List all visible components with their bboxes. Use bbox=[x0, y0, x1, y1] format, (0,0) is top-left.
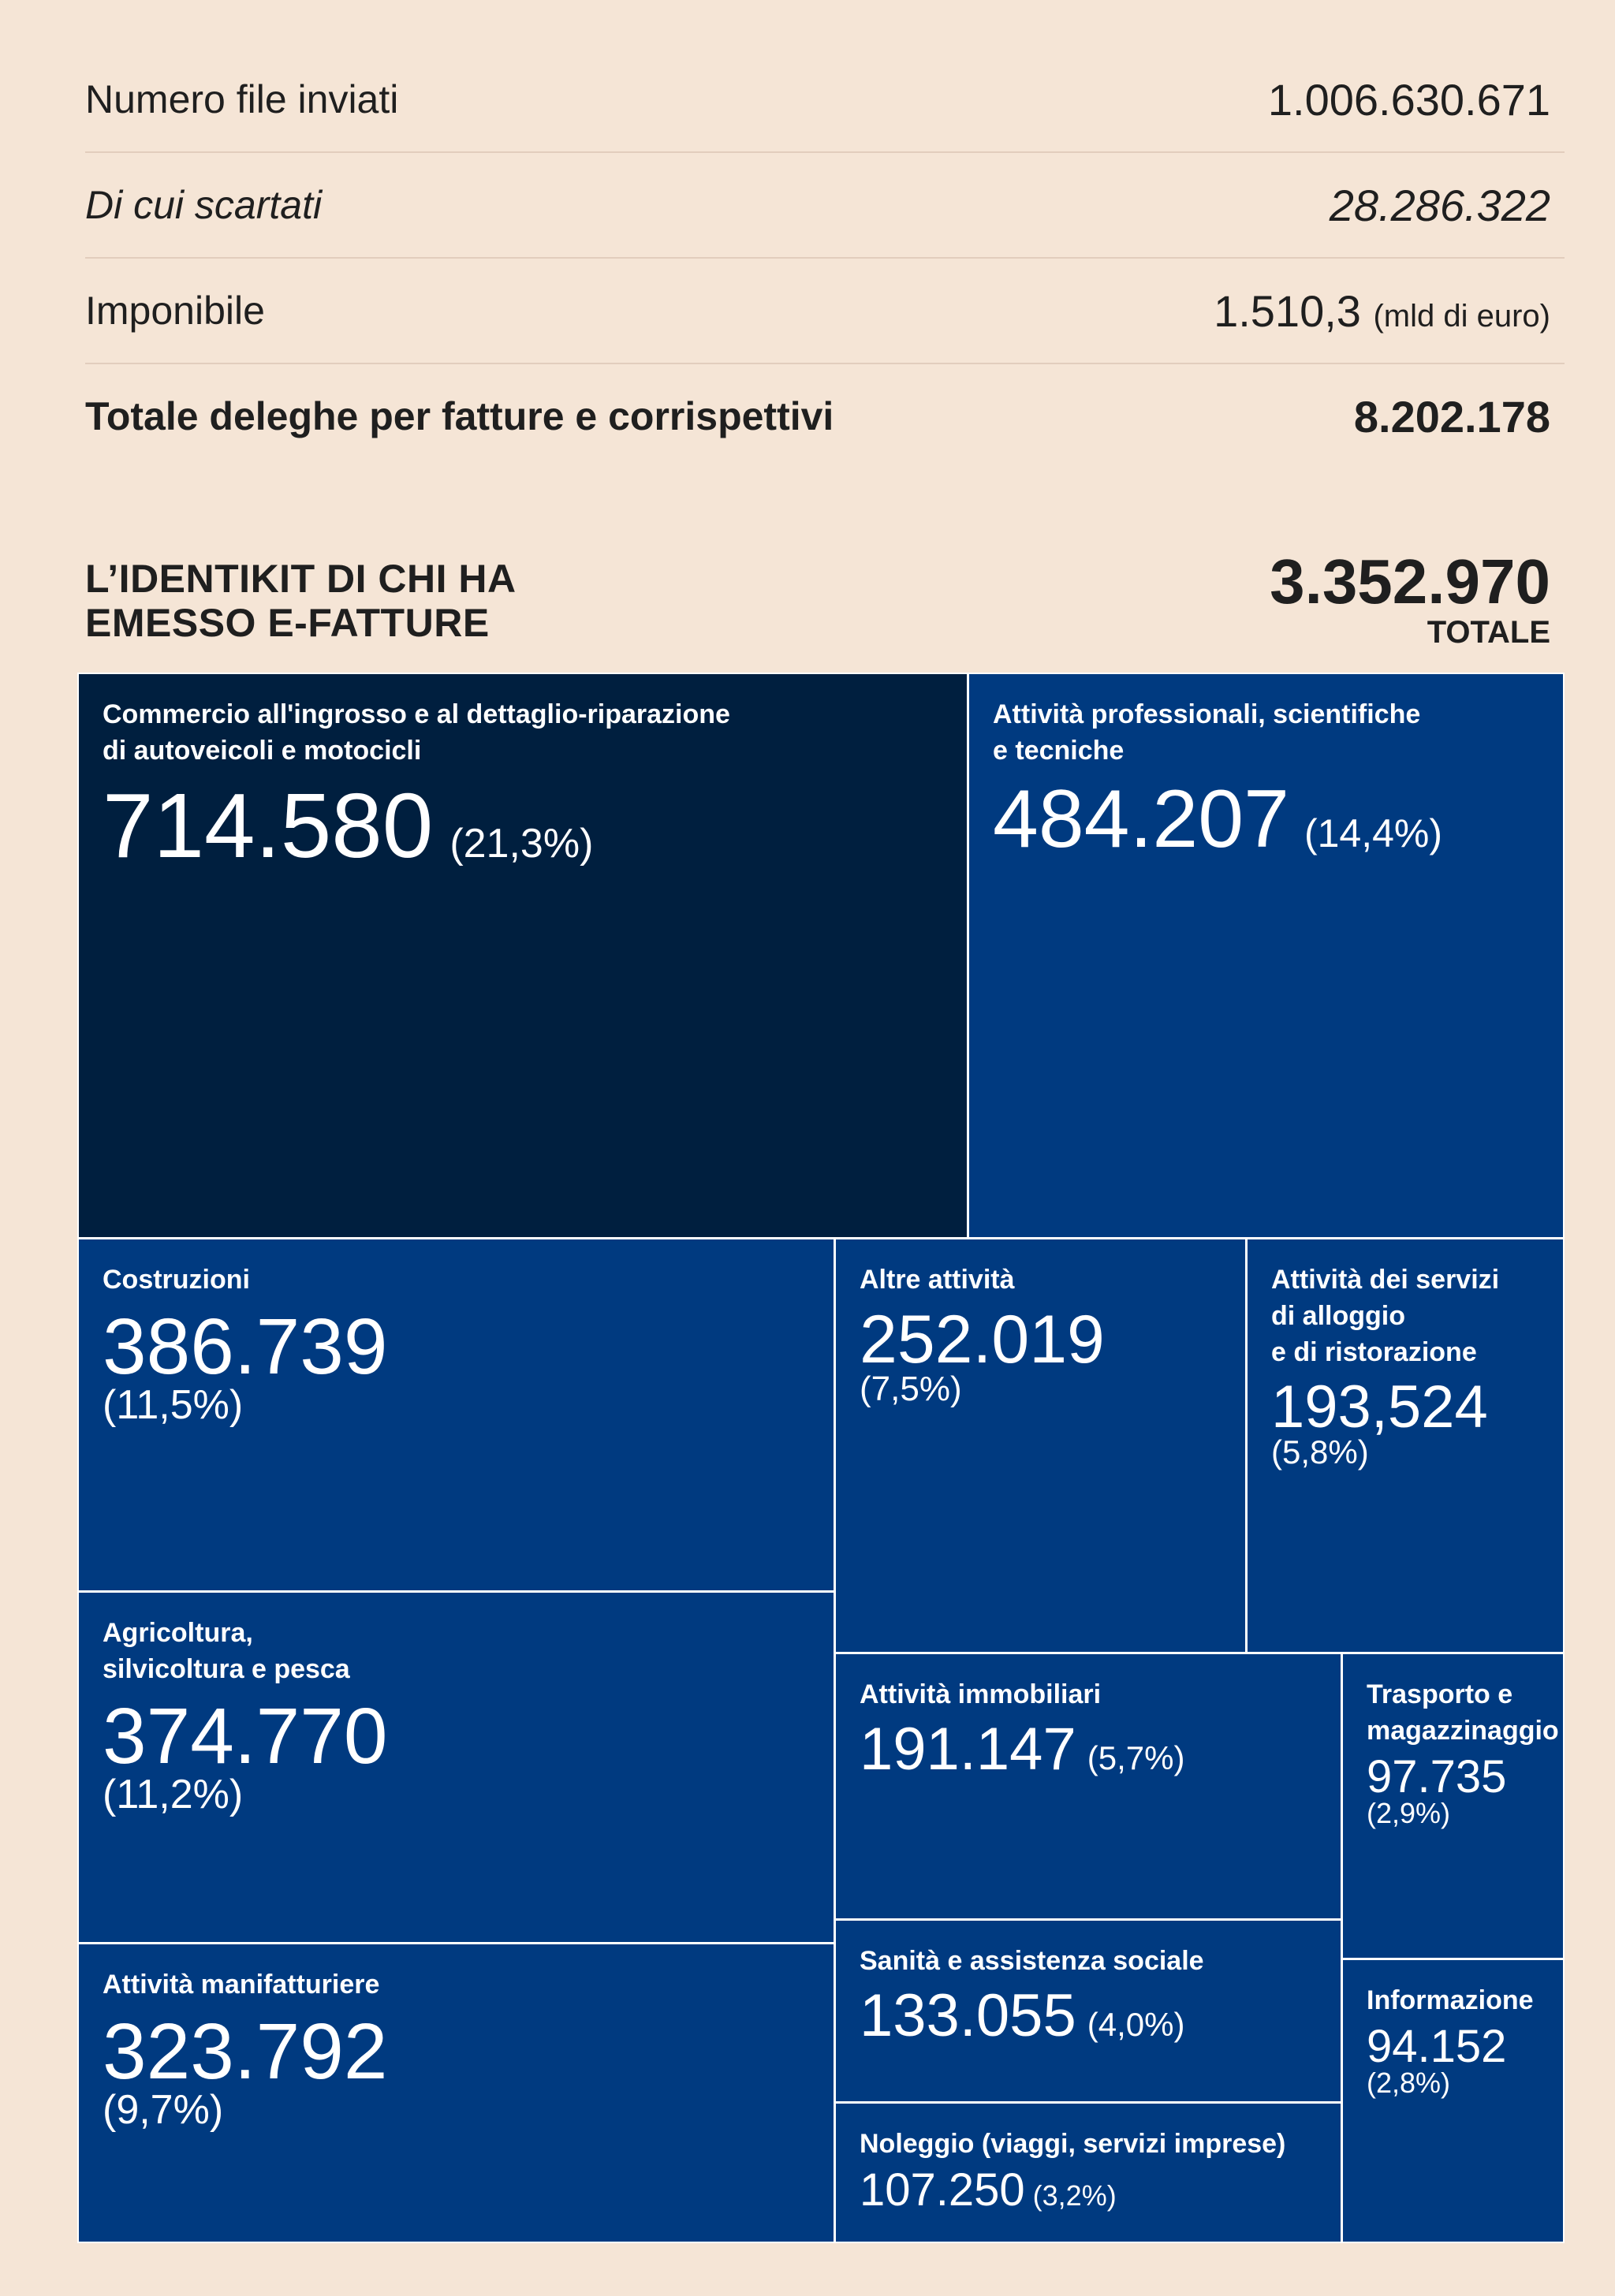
cell-label: Trasporto e magazzinaggio bbox=[1367, 1679, 1559, 1746]
stat-value: 8.202.178 bbox=[1353, 391, 1550, 442]
stat-value: 1.006.630.671 bbox=[1267, 74, 1550, 125]
cell-value: 191.147 (5,7%) bbox=[860, 1716, 1185, 1783]
cell-value: 714.580 (21,3%) bbox=[103, 774, 594, 877]
cell-label: Attività professionali, scientifiche e t… bbox=[993, 699, 1421, 766]
cell-label: Noleggio (viaggi, servizi imprese) bbox=[860, 2129, 1286, 2159]
cell-value: 323.792 bbox=[103, 2007, 388, 2096]
chart-title-line: EMESSO E-FATTURE bbox=[85, 601, 490, 645]
cell-attivita-professionali: Attività professionali, scientifiche e t… bbox=[968, 673, 1565, 1239]
stat-row-imponibile: Imponibile 1.510,3 (mld di euro) bbox=[85, 259, 1565, 364]
stat-label: Totale deleghe per fatture e corrispetti… bbox=[85, 394, 834, 438]
cell-percent: (14,4%) bbox=[1304, 811, 1443, 855]
cell-sanita: Sanità e assistenza sociale 133.055 (4,0%) bbox=[834, 1919, 1342, 2103]
cell-immobiliari: Attività immobiliari 191.147 (5,7%) bbox=[834, 1653, 1342, 1920]
cell-altre-attivita: Altre attività 252.019 (7,5%) bbox=[834, 1238, 1247, 1653]
cell-value: 386.739 bbox=[103, 1303, 388, 1391]
stat-value: 1.510,3 bbox=[1214, 285, 1361, 336]
stat-value-group: 1.510,3 (mld di euro) bbox=[1214, 285, 1565, 337]
cell-percent: (5,8%) bbox=[1271, 1433, 1369, 1470]
cell-label: Informazione bbox=[1367, 1985, 1534, 2015]
cell-label: Costruzioni bbox=[103, 1265, 250, 1295]
cell-label: Attività dei servizi di alloggio e di ri… bbox=[1271, 1265, 1500, 1367]
cell-value: 133.055 (4,0%) bbox=[860, 1982, 1185, 2049]
stat-row-scartati: Di cui scartati 28.286.322 bbox=[85, 153, 1565, 259]
cell-label: Commercio all'ingrosso e al dettaglio-ri… bbox=[103, 699, 730, 766]
stat-value: 28.286.322 bbox=[1329, 180, 1550, 230]
cell-value: 107.250 (3,2%) bbox=[860, 2164, 1117, 2216]
cell-label: Altre attività bbox=[860, 1265, 1015, 1295]
stat-row-totale-deleghe: Totale deleghe per fatture e corrispetti… bbox=[85, 364, 1565, 468]
chart-title: L’IDENTIKIT DI CHI HA EMESSO E-FATTURE bbox=[85, 557, 716, 645]
stats-table: Numero file inviati 1.006.630.671 Di cui… bbox=[85, 47, 1565, 468]
cell-percent: (11,5%) bbox=[103, 1382, 244, 1428]
cell-percent: (7,5%) bbox=[860, 1370, 962, 1408]
cell-percent: (4,0%) bbox=[1087, 2006, 1185, 2043]
stat-label: Imponibile bbox=[85, 289, 265, 333]
cell-noleggio: Noleggio (viaggi, servizi imprese) 107.25… bbox=[834, 2102, 1342, 2243]
cell-label: Attività immobiliari bbox=[860, 1679, 1102, 1709]
cell-trasporto: Trasporto e magazzinaggio 97.735 (2,9%) bbox=[1341, 1653, 1565, 1959]
cell-percent: (21,3%) bbox=[449, 821, 594, 867]
cell-label: Attività manifatturiere bbox=[103, 1970, 380, 2000]
cell-percent: (5,7%) bbox=[1087, 1739, 1185, 1776]
chart-title-line: L’IDENTIKIT DI CHI HA bbox=[85, 557, 517, 601]
cell-label: Sanità e assistenza sociale bbox=[860, 1946, 1204, 1976]
total-label: TOTALE bbox=[1427, 615, 1550, 650]
cell-value: 193,524 bbox=[1271, 1374, 1488, 1441]
cell-percent: (2,9%) bbox=[1367, 1797, 1451, 1829]
stat-label: Di cui scartati bbox=[85, 183, 323, 227]
cell-agricoltura: Agricoltura, silvicoltura e pesca 374.770… bbox=[77, 1591, 835, 1944]
cell-value: 252.019 bbox=[860, 1302, 1105, 1377]
cell-value: 374.770 bbox=[103, 1692, 388, 1780]
cell-costruzioni: Costruzioni 386.739 (11,5%) bbox=[77, 1238, 835, 1592]
cell-manifatturiere: Attività manifatturiere 323.792 (9,7%) bbox=[77, 1943, 835, 2243]
cell-value: 484.207 (14,4%) bbox=[993, 773, 1443, 865]
stat-label: Numero file inviati bbox=[85, 77, 399, 121]
cell-percent: (9,7%) bbox=[103, 2087, 224, 2133]
cell-alloggio-ristorazione: Attività dei servizi di alloggio e di ri… bbox=[1246, 1238, 1565, 1653]
treemap: Commercio all'ingrosso e al dettaglio-ri… bbox=[77, 673, 1565, 2243]
stat-unit: (mld di euro) bbox=[1373, 298, 1550, 334]
cell-value: 94.152 bbox=[1367, 2021, 1507, 2072]
cell-percent: (11,2%) bbox=[103, 1772, 244, 1817]
cell-commercio: Commercio all'ingrosso e al dettaglio-ri… bbox=[77, 673, 968, 1239]
stat-row-file-inviati: Numero file inviati 1.006.630.671 bbox=[85, 47, 1565, 153]
cell-percent: (2,8%) bbox=[1367, 2067, 1451, 2099]
cell-value: 97.735 bbox=[1367, 1751, 1507, 1802]
total-value: 3.352.970 bbox=[1270, 546, 1550, 617]
cell-label: Agricoltura, silvicoltura e pesca bbox=[103, 1618, 350, 1684]
cell-informazione: Informazione 94.152 (2,8%) bbox=[1341, 1959, 1565, 2243]
cell-percent: (3,2%) bbox=[1032, 2179, 1117, 2212]
